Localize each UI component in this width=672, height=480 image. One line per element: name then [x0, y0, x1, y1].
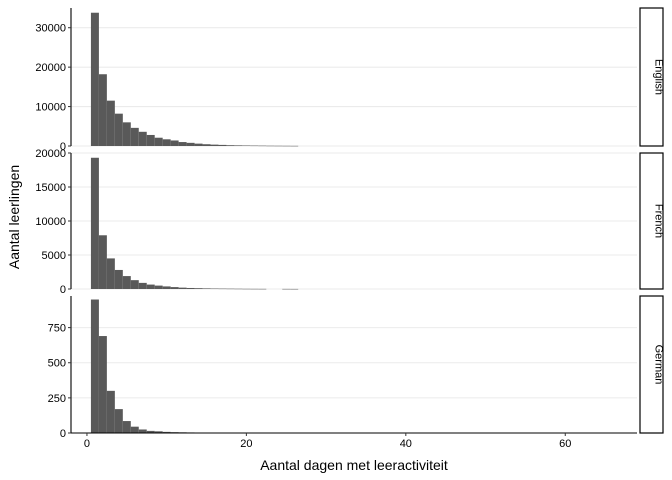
histogram-bar	[154, 137, 163, 146]
histogram-bar	[218, 288, 227, 290]
histogram-bar	[282, 145, 291, 147]
histogram-bar	[234, 145, 243, 146]
y-tick-label: 20000	[35, 62, 66, 74]
histogram-bar	[114, 113, 123, 146]
histogram-bar	[98, 74, 107, 146]
histogram-bar	[122, 276, 131, 289]
histogram-bar	[154, 285, 163, 289]
strip-layer: English French German	[639, 7, 665, 434]
bar-layer	[90, 12, 299, 434]
histogram-bar	[218, 144, 227, 146]
histogram-bar	[250, 288, 259, 290]
histogram-bar	[258, 288, 267, 290]
histogram-bar	[226, 288, 235, 290]
histogram-bar	[146, 134, 155, 146]
histogram-bar	[202, 144, 211, 146]
histogram-bar	[146, 430, 155, 433]
histogram-bar	[98, 235, 107, 289]
histogram-bar	[274, 145, 283, 147]
histogram-bar	[202, 288, 211, 289]
y-tick-label: 750	[48, 323, 66, 335]
histogram-bar	[130, 127, 139, 146]
histogram-bar	[130, 426, 139, 433]
histogram-bar	[138, 282, 147, 289]
histogram-bar	[106, 100, 115, 146]
histogram-bar	[162, 286, 171, 289]
histogram-bar	[90, 299, 99, 433]
x-axis-title: Aantal dagen met leeractiviteit	[260, 457, 448, 473]
histogram-bar	[106, 390, 115, 433]
histogram-bar	[210, 288, 219, 290]
histogram-bar	[178, 287, 187, 289]
histogram-bar	[170, 287, 179, 289]
histogram-bar	[290, 288, 299, 290]
histogram-bar	[234, 288, 243, 290]
facet-strip-label: English	[653, 59, 665, 95]
y-tick-label: 5000	[42, 250, 66, 262]
x-tick-label: 40	[400, 438, 412, 450]
histogram-bar	[130, 280, 139, 289]
histogram-bar	[162, 431, 171, 433]
histogram-bar	[90, 157, 99, 289]
x-tick-label: 60	[559, 438, 571, 450]
histogram-bar	[114, 269, 123, 289]
y-tick-label: 30000	[35, 23, 66, 35]
histogram-bar	[178, 142, 187, 146]
histogram-bar	[138, 429, 147, 433]
histogram-bar	[122, 421, 131, 433]
histogram-bar	[170, 140, 179, 146]
y-tick-label: 10000	[35, 102, 66, 114]
histogram-bar	[242, 145, 251, 146]
histogram-bar	[258, 145, 267, 147]
histogram-bar	[282, 288, 291, 290]
histogram-bar	[210, 144, 219, 146]
x-tick-label: 20	[240, 438, 252, 450]
facet-strip	[639, 7, 664, 147]
histogram-bar	[266, 145, 275, 147]
facet-strip-label: French	[653, 204, 665, 238]
histogram-bar	[154, 431, 163, 433]
grid-layer	[71, 27, 637, 434]
y-tick-label: 0	[60, 141, 66, 153]
histogram-bar	[186, 142, 195, 146]
axis-layer: 0100002000030000050001000015000200000250…	[35, 8, 637, 450]
y-axis-title: Aantal leerlingen	[6, 165, 22, 269]
histogram-bar	[242, 288, 251, 290]
y-tick-label: 0	[60, 284, 66, 296]
facet-strip-label: German	[653, 345, 665, 385]
y-tick-label: 250	[48, 393, 66, 405]
histogram-bar	[106, 258, 115, 289]
facet-strip	[639, 295, 664, 434]
y-tick-label: 15000	[35, 182, 66, 194]
histogram-bar	[194, 143, 203, 146]
y-tick-label: 20000	[35, 148, 66, 160]
y-tick-label: 500	[48, 358, 66, 370]
histogram-bar	[114, 409, 123, 433]
histogram-bar	[226, 145, 235, 146]
histogram-bar	[290, 145, 299, 147]
histogram-bar	[194, 288, 203, 289]
histogram-bar	[186, 287, 195, 289]
histogram-bar	[250, 145, 259, 147]
facet-strip	[639, 152, 664, 290]
histogram-bar	[98, 336, 107, 433]
histogram-bar	[146, 284, 155, 289]
y-tick-label: 10000	[35, 216, 66, 228]
histogram-bar	[138, 131, 147, 146]
y-tick-label: 0	[60, 428, 66, 440]
histogram-bar	[90, 12, 99, 146]
histogram-bar	[162, 139, 171, 146]
x-tick-label: 0	[84, 438, 90, 450]
histogram-bar	[122, 122, 131, 146]
